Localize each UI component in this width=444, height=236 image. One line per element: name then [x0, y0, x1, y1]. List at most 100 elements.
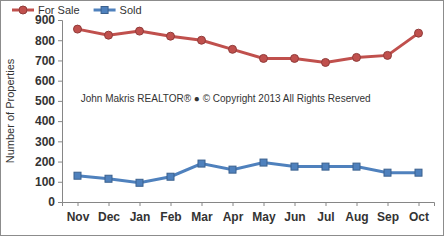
x-tick: May	[252, 202, 276, 224]
x-tick-label: Aug	[345, 210, 368, 224]
x-tick: Jul	[317, 202, 334, 224]
y-tick: 500	[35, 94, 62, 108]
legend: For Sale Sold	[12, 4, 142, 16]
x-tick-mark	[202, 202, 203, 206]
y-axis: 0100200300400500600700800900	[35, 13, 63, 209]
y-tick-mark	[58, 81, 62, 82]
x-tick-label: Jan	[130, 210, 151, 224]
y-axis-title: Number of Properties	[4, 58, 16, 163]
data-point	[260, 159, 267, 166]
x-tick-label: Feb	[160, 210, 181, 224]
x-tick: Aug	[345, 202, 368, 224]
data-point	[105, 31, 113, 39]
x-tick: Jan	[130, 202, 151, 224]
x-axis-line	[63, 203, 435, 207]
legend-label: For Sale	[38, 4, 80, 16]
y-tick: 200	[35, 155, 62, 169]
x-tick: Mar	[191, 202, 213, 224]
series-line	[78, 29, 419, 62]
data-point	[136, 179, 143, 186]
data-point	[198, 36, 206, 44]
x-tick-mark	[78, 202, 79, 206]
y-axis-line	[58, 21, 63, 203]
x-tick-mark	[295, 202, 296, 206]
data-point	[229, 166, 236, 173]
y-tick-label: 800	[35, 34, 55, 48]
data-point	[415, 29, 423, 37]
x-tick: Apr	[223, 202, 244, 224]
chart-frame	[1, 1, 444, 236]
data-point	[322, 58, 330, 66]
y-tick-mark	[58, 182, 62, 183]
x-tick: Oct	[409, 202, 429, 224]
data-point	[260, 54, 268, 62]
y-tick-label: 500	[35, 94, 55, 108]
data-point	[167, 32, 175, 40]
x-tick-mark	[109, 202, 110, 206]
x-tick-mark	[326, 202, 327, 206]
data-point	[291, 163, 298, 170]
y-tick-mark	[58, 202, 62, 203]
x-tick-mark	[171, 202, 172, 206]
x-tick-mark	[357, 202, 358, 206]
x-tick: Nov	[67, 202, 90, 224]
data-point	[136, 27, 144, 35]
x-tick-mark	[233, 202, 234, 206]
x-tick-mark	[388, 202, 389, 206]
x-tick-mark	[264, 202, 265, 206]
data-point	[384, 51, 392, 59]
y-tick-label: 0	[48, 195, 55, 209]
data-point	[229, 45, 237, 53]
y-tick-mark	[58, 121, 62, 122]
data-point	[353, 163, 360, 170]
y-tick-label: 400	[35, 114, 55, 128]
legend-item: Sold	[94, 4, 142, 16]
data-point	[322, 163, 329, 170]
series-line	[78, 163, 419, 183]
legend-marker	[19, 6, 27, 14]
x-tick-label: Oct	[409, 210, 429, 224]
data-point	[105, 175, 112, 182]
legend-label: Sold	[120, 4, 142, 16]
y-tick-label: 300	[35, 135, 55, 149]
annotation: John Makris REALTOR® ● © Copyright 2013 …	[81, 93, 371, 104]
y-tick-label: 200	[35, 155, 55, 169]
legend-item: For Sale	[12, 4, 80, 16]
y-tick-mark	[58, 60, 62, 61]
plot: 0100200300400500600700800900NovDecJanFeb…	[35, 13, 435, 224]
chart: 0100200300400500600700800900NovDecJanFeb…	[0, 0, 444, 236]
x-tick-label: Jul	[317, 210, 334, 224]
y-tick-label: 600	[35, 74, 55, 88]
y-tick: 100	[35, 175, 62, 189]
data-point	[198, 160, 205, 167]
y-tick: 700	[35, 54, 62, 68]
data-point	[291, 54, 299, 62]
data-point	[384, 169, 391, 176]
y-tick-mark	[58, 101, 62, 102]
y-tick: 0	[48, 195, 62, 209]
marks	[74, 25, 423, 186]
x-tick-mark	[140, 202, 141, 206]
data-point	[74, 172, 81, 179]
y-tick-mark	[58, 162, 62, 163]
data-point	[415, 169, 422, 176]
x-tick-label: Nov	[67, 210, 90, 224]
x-tick: Dec	[98, 202, 120, 224]
y-tick: 400	[35, 114, 62, 128]
y-tick-mark	[58, 40, 62, 41]
y-tick: 300	[35, 135, 62, 149]
x-tick-mark	[419, 202, 420, 206]
y-tick: 600	[35, 74, 62, 88]
legend-marker	[101, 7, 108, 14]
x-tick-label: Apr	[223, 210, 244, 224]
x-axis: Nov Dec Jan Feb Mar Apr May Jun Jul Aug Sep Oct	[63, 202, 435, 224]
x-tick: Feb	[160, 202, 181, 224]
x-tick-label: Dec	[98, 210, 120, 224]
data-point	[167, 173, 174, 180]
y-tick-label: 700	[35, 54, 55, 68]
y-tick: 800	[35, 34, 62, 48]
data-point	[74, 25, 82, 33]
y-tick-mark	[58, 141, 62, 142]
x-tick-label: Sep	[377, 210, 399, 224]
x-tick: Jun	[284, 202, 305, 224]
